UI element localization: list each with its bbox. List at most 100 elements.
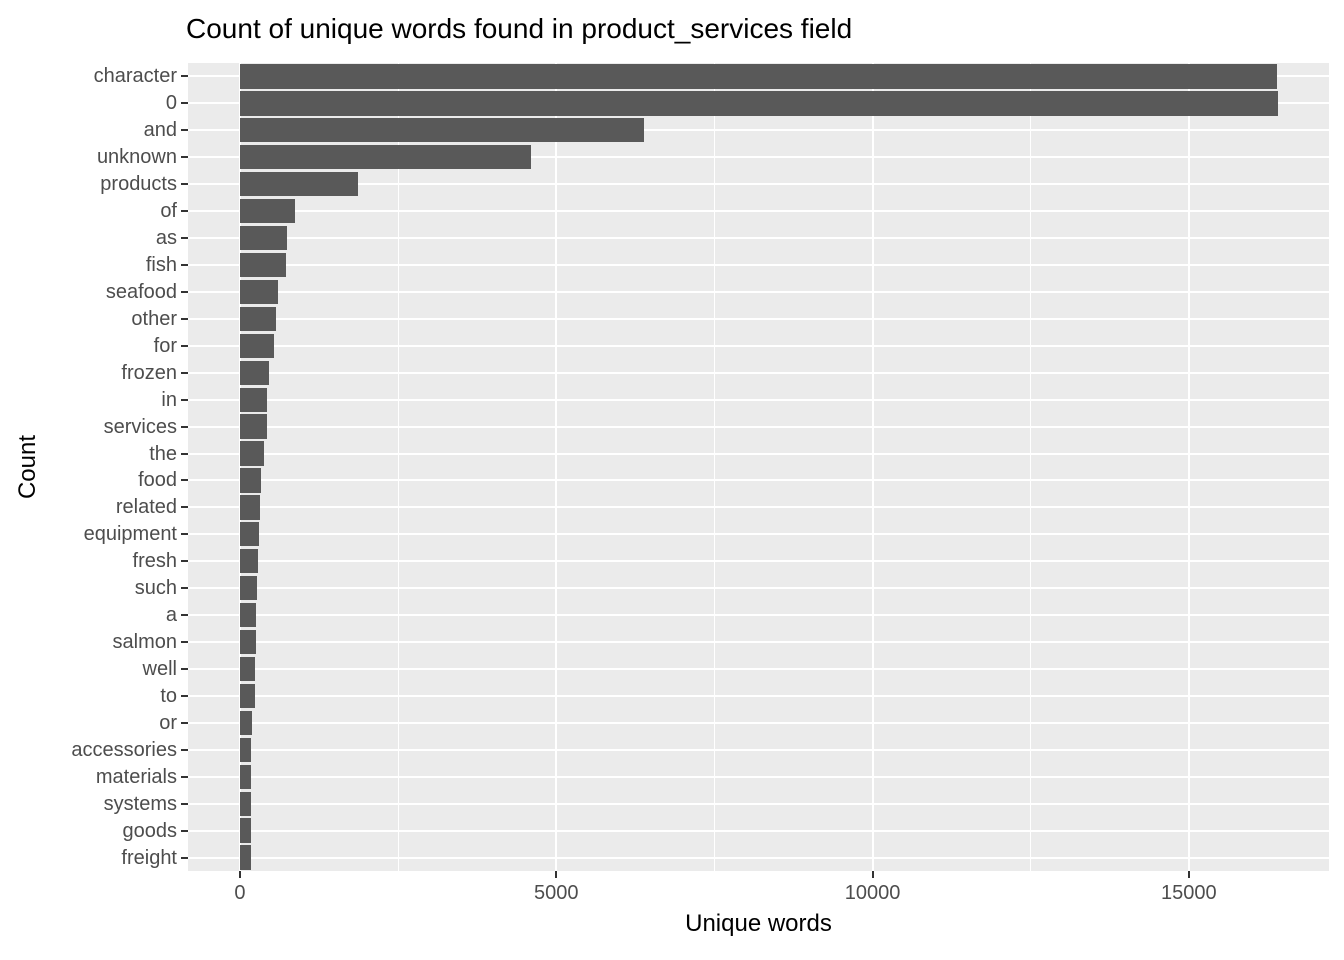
gridline-horizontal-major bbox=[188, 398, 1329, 401]
gridline-horizontal-major bbox=[188, 829, 1329, 832]
y-tick-label-unknown: unknown bbox=[96, 146, 177, 169]
y-tick-mark bbox=[181, 775, 188, 778]
x-tick-label-10000: 10000 bbox=[844, 882, 901, 904]
gridline-horizontal-major bbox=[188, 668, 1329, 670]
y-tick-label-well: well bbox=[142, 658, 177, 680]
y-tick-label-food: food bbox=[138, 469, 177, 492]
y-tick-mark bbox=[181, 344, 188, 347]
y-tick-label-products: products bbox=[100, 173, 177, 196]
gridline-horizontal-major bbox=[188, 317, 1329, 320]
bar-the bbox=[239, 441, 264, 466]
gridline-vertical-major bbox=[871, 63, 874, 871]
gridline-horizontal-major bbox=[188, 156, 1329, 159]
bar-in bbox=[239, 387, 268, 412]
y-tick-mark bbox=[181, 317, 188, 320]
y-tick-label-freight: freight bbox=[121, 846, 177, 869]
y-tick-mark bbox=[181, 183, 188, 186]
gridline-horizontal-major bbox=[188, 721, 1329, 724]
gridline-vertical-major bbox=[555, 63, 558, 871]
gridline-vertical-minor bbox=[397, 63, 399, 871]
y-tick-label-systems: systems bbox=[103, 792, 177, 815]
bar-systems bbox=[239, 791, 251, 816]
y-tick-label-materials: materials bbox=[95, 765, 177, 788]
y-tick-mark bbox=[181, 668, 188, 670]
y-tick-mark bbox=[181, 75, 188, 78]
bar-or bbox=[239, 710, 252, 735]
gridline-horizontal-major bbox=[188, 641, 1329, 644]
y-tick-label-fish: fish bbox=[145, 254, 177, 276]
gridline-horizontal-major bbox=[188, 775, 1329, 778]
y-tick-mark bbox=[181, 694, 188, 697]
y-tick-mark bbox=[181, 506, 188, 509]
bar-food bbox=[239, 468, 261, 493]
bar-fresh bbox=[239, 549, 258, 574]
y-tick-label-seafood: seafood bbox=[105, 280, 177, 303]
plot-panel bbox=[188, 63, 1329, 871]
gridline-horizontal-major bbox=[188, 371, 1329, 374]
y-tick-mark bbox=[181, 802, 188, 805]
gridline-horizontal-major bbox=[188, 533, 1329, 536]
gridline-vertical-minor bbox=[1030, 63, 1032, 871]
gridline-horizontal-major bbox=[188, 264, 1329, 266]
x-tick-label-0: 0 bbox=[234, 882, 246, 904]
gridline-horizontal-major bbox=[188, 129, 1329, 132]
gridline-horizontal-major bbox=[188, 748, 1329, 751]
y-tick-mark bbox=[181, 856, 188, 859]
x-tick-mark bbox=[1187, 871, 1190, 878]
y-tick-label-or: or bbox=[159, 711, 177, 734]
x-tick-mark bbox=[238, 871, 241, 878]
bar-seafood bbox=[239, 279, 279, 305]
gridline-horizontal-major bbox=[188, 506, 1329, 509]
x-tick-label-5000: 5000 bbox=[533, 882, 579, 904]
gridline-horizontal-major bbox=[188, 560, 1329, 563]
y-tick-mark bbox=[181, 398, 188, 401]
y-tick-mark bbox=[181, 102, 188, 105]
gridline-horizontal-major bbox=[188, 614, 1329, 617]
gridline-horizontal-major bbox=[188, 344, 1329, 347]
y-tick-mark bbox=[181, 587, 188, 590]
bar-goods bbox=[239, 818, 251, 843]
y-tick-label-fresh: fresh bbox=[132, 550, 177, 573]
y-tick-mark bbox=[181, 748, 188, 751]
y-tick-label-goods: goods bbox=[122, 819, 178, 842]
bar-equipment bbox=[239, 522, 260, 547]
y-tick-label-to: to bbox=[160, 684, 177, 707]
bar-to bbox=[239, 683, 255, 709]
bar-fish bbox=[239, 252, 286, 278]
y-tick-label-as: as bbox=[155, 227, 177, 250]
y-tick-mark bbox=[181, 614, 188, 617]
gridline-horizontal-major bbox=[188, 210, 1329, 213]
x-tick-mark bbox=[871, 871, 874, 878]
x-tick-mark bbox=[555, 871, 558, 878]
gridline-horizontal-major bbox=[188, 856, 1329, 859]
y-tick-label-in: in bbox=[161, 388, 177, 411]
bar-of bbox=[239, 199, 295, 224]
y-tick-label-the: the bbox=[149, 442, 177, 465]
gridline-vertical-minor bbox=[713, 63, 715, 871]
bar-and bbox=[239, 118, 645, 143]
gridline-horizontal-major bbox=[188, 290, 1329, 293]
y-tick-mark bbox=[181, 156, 188, 159]
y-tick-label-services: services bbox=[103, 415, 177, 438]
gridline-horizontal-major bbox=[188, 587, 1329, 590]
y-tick-label-of: of bbox=[160, 200, 177, 223]
bar-other bbox=[239, 306, 276, 331]
y-tick-mark bbox=[181, 829, 188, 832]
y-tick-mark bbox=[181, 560, 188, 563]
y-tick-mark bbox=[181, 425, 188, 428]
y-tick-label-frozen: frozen bbox=[121, 361, 177, 384]
y-tick-label-and: and bbox=[143, 119, 177, 142]
y-tick-mark bbox=[181, 641, 188, 644]
bar-unknown bbox=[239, 145, 531, 170]
y-tick-mark bbox=[181, 237, 188, 240]
gridline-vertical-major bbox=[1187, 63, 1190, 871]
bar-related bbox=[239, 495, 261, 520]
gridline-horizontal-major bbox=[188, 237, 1329, 240]
y-tick-mark bbox=[181, 290, 188, 293]
gridline-vertical-major bbox=[238, 63, 241, 871]
y-tick-label-equipment: equipment bbox=[83, 523, 177, 546]
y-tick-mark bbox=[181, 452, 188, 455]
bar-freight bbox=[239, 845, 251, 870]
gridline-horizontal-major bbox=[188, 802, 1329, 805]
